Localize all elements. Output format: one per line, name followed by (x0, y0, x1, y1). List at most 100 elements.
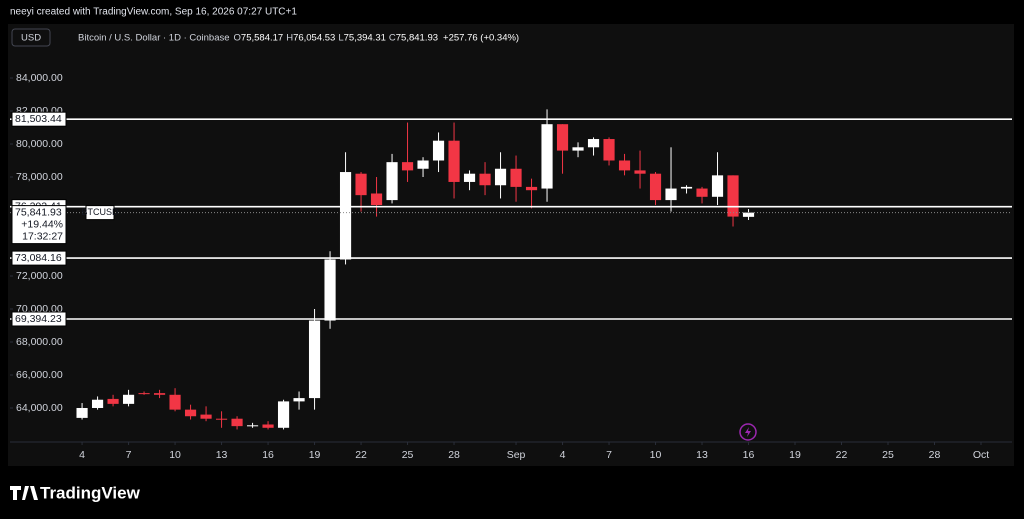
candle-body (618, 160, 631, 171)
x-tick-label: 28 (448, 449, 460, 461)
candle-body (308, 320, 321, 399)
x-tick-label: 25 (402, 449, 414, 461)
candle-body (339, 172, 352, 260)
candle-body (324, 259, 336, 321)
candle-body (370, 193, 383, 206)
x-tick-label: 10 (650, 449, 662, 461)
x-tick-label: 4 (560, 449, 566, 461)
candle-body (448, 140, 460, 182)
candle-body (262, 424, 274, 428)
candle-body (711, 175, 724, 197)
candle-body (107, 398, 119, 404)
level-label-box (11, 111, 67, 127)
last-price-label: 75,841.93 (15, 206, 62, 218)
candle-body (355, 173, 367, 196)
attribution: neeyi created with TradingView.com, Sep … (10, 7, 297, 18)
candle-body (417, 160, 429, 169)
level-label-box (11, 250, 67, 266)
level-label: 73,084.16 (15, 252, 62, 264)
candle-body (76, 407, 88, 418)
ohlc-key: C (389, 33, 396, 44)
y-tick-label: 80,000.00 (16, 138, 63, 150)
candle-body (122, 394, 135, 404)
change: +257.76 (+0.34%) (443, 33, 519, 44)
candle-body (525, 186, 538, 191)
y-tick-label: 72,000.00 (16, 270, 63, 282)
candle-body (572, 147, 584, 151)
ohlc-value: 75,394.31 (344, 33, 386, 44)
instrument: Bitcoin / U.S. Dollar · 1D · Coinbase (78, 33, 230, 44)
y-tick-label: 66,000.00 (16, 369, 63, 381)
x-tick-label: 28 (929, 449, 941, 461)
candle-body (386, 162, 398, 201)
candle-body (184, 409, 197, 417)
y-tick-label: 64,000.00 (16, 402, 63, 414)
plot: 64,000.0066,000.0068,000.0070,000.0072,0… (10, 72, 1012, 461)
candle-body (231, 418, 243, 427)
ohlc-key: L (338, 33, 343, 44)
x-tick-label: 22 (836, 449, 848, 461)
candle-body (587, 139, 600, 148)
currency-box (11, 28, 51, 47)
ohlc-key: O (234, 33, 241, 44)
x-tick-label: 7 (126, 449, 132, 461)
candle-body (277, 401, 290, 428)
x-tick-label: 19 (789, 449, 801, 461)
x-tick-label: 19 (309, 449, 321, 461)
level-label-box (11, 311, 67, 327)
candle-body (246, 425, 259, 427)
change-percent: +19.44% (21, 218, 63, 230)
symbol-label: BTCUSD (81, 207, 119, 217)
candle-body (634, 170, 646, 174)
y-tick-label: 68,000.00 (16, 336, 63, 348)
candle-body (494, 168, 507, 186)
last-price-box (11, 205, 67, 245)
candle-body (463, 173, 476, 182)
ohlc-value: 75,841.93 (396, 33, 438, 44)
candle-body (696, 188, 708, 197)
chart-panel (8, 24, 1014, 466)
candle-body (293, 398, 305, 402)
x-tick-label: Sep (507, 449, 526, 461)
event-icon (739, 423, 757, 441)
candle-body (556, 124, 569, 151)
candle-body (153, 393, 166, 395)
countdown: 17:32:27 (22, 230, 63, 242)
candle-body (665, 188, 677, 201)
x-tick-label: 10 (169, 449, 181, 461)
y-tick-label: 78,000.00 (16, 171, 63, 183)
candle-body (603, 139, 615, 161)
symbol-box (85, 205, 115, 221)
footer-logo (10, 486, 38, 500)
candle-body (541, 124, 553, 189)
x-tick-label: Oct (973, 449, 989, 461)
level-label: 69,394.23 (15, 313, 62, 325)
x-tick-label: 22 (355, 449, 367, 461)
candle-body (215, 418, 228, 420)
ohlc-value: 76,054.53 (293, 33, 335, 44)
candle-body (727, 175, 739, 217)
footer-brand: TradingView (40, 483, 141, 502)
x-tick-label: 25 (882, 449, 894, 461)
x-tick-label: 16 (262, 449, 274, 461)
currency: USD (21, 33, 41, 44)
candle-body (138, 393, 150, 395)
ohlc-key: H (286, 33, 293, 44)
ohlc-value: 75,584.17 (241, 33, 283, 44)
x-tick-label: 13 (216, 449, 228, 461)
candle-body (91, 399, 104, 408)
candle-body (200, 414, 212, 419)
candle-body (742, 212, 755, 217)
candle-body (510, 168, 522, 187)
candle-body (432, 140, 445, 161)
ohlc-header: Bitcoin / U.S. Dollar · 1D · Coinbase O 75… (78, 33, 519, 44)
y-tick-label: 84,000.00 (16, 72, 63, 84)
x-tick-label: 13 (696, 449, 708, 461)
x-tick-label: 4 (79, 449, 85, 461)
candle-body (169, 394, 181, 410)
candle-body (680, 186, 693, 189)
candle-body (649, 173, 662, 201)
x-tick-label: 16 (743, 449, 755, 461)
level-label: 81,503.44 (15, 113, 62, 125)
